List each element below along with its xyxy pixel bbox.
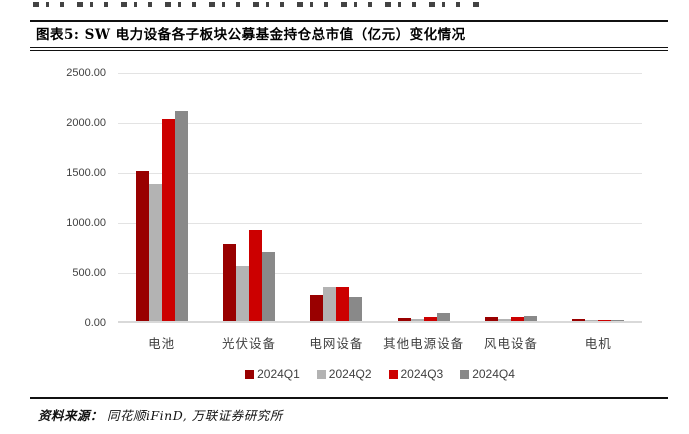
bar-group	[380, 73, 467, 321]
y-axis: 2500.00 2000.00 1500.00 1000.00 500.00 0.00	[0, 67, 106, 329]
legend-swatch	[460, 369, 470, 379]
bar	[148, 183, 162, 321]
legend: 2024Q1 2024Q2 2024Q3 2024Q4	[118, 367, 642, 381]
y-tick-label: 0.00	[84, 317, 106, 329]
bar	[248, 230, 262, 321]
grid-line	[118, 273, 642, 274]
bar	[349, 296, 363, 321]
legend-label: 2024Q2	[328, 367, 372, 381]
figure-title-band: 图表5: SW 电力设备各子板块公募基金持仓总市值（亿元）变化情况	[30, 20, 668, 51]
legend-item: 2024Q2	[316, 367, 372, 381]
bar	[598, 320, 612, 321]
legend-label: 2024Q3	[400, 367, 444, 381]
legend-item: 2024Q4	[460, 367, 515, 381]
footer-rule	[30, 397, 668, 399]
legend-label: 2024Q1	[257, 367, 300, 381]
plot-area	[118, 73, 642, 323]
x-category-label: 电机	[584, 336, 612, 351]
source-text: 同花顺iFinD, 万联证券研究所	[107, 408, 283, 423]
y-tick-label: 1500.00	[66, 167, 106, 179]
clipped-text-remnant	[33, 2, 485, 7]
bar	[585, 320, 599, 321]
bar	[323, 286, 337, 321]
y-tick-label: 500.00	[72, 267, 106, 279]
x-category-label: 电网设备	[309, 336, 364, 351]
y-tick-label: 1000.00	[66, 217, 106, 229]
bar	[484, 317, 498, 321]
x-category-label: 电池	[148, 336, 176, 351]
bar	[135, 171, 149, 321]
legend-swatch	[388, 369, 398, 379]
bar-group	[205, 73, 292, 321]
bar	[497, 319, 511, 321]
bar-group	[118, 73, 205, 321]
y-tick-label: 2500.00	[66, 67, 106, 79]
source-line: 资料来源： 同花顺iFinD, 万联证券研究所	[38, 405, 283, 424]
bar	[436, 313, 450, 321]
bar-groups	[118, 73, 642, 321]
bar	[611, 319, 625, 321]
bar	[523, 315, 537, 321]
figure-title: 图表5: SW 电力设备各子板块公募基金持仓总市值（亿元）变化情况	[36, 27, 466, 43]
x-category-label: 风电设备	[483, 336, 538, 351]
legend-swatch	[316, 369, 326, 379]
source-label: 资料来源：	[38, 408, 104, 423]
x-axis: 电池 光伏设备 电网设备 其他电源设备 风电设备 电机	[118, 333, 642, 352]
bar	[336, 287, 350, 321]
bar	[261, 252, 275, 321]
bar	[423, 316, 437, 321]
y-tick-label: 2000.00	[66, 117, 106, 129]
bar-group	[293, 73, 380, 321]
grid-line	[118, 123, 642, 124]
bar-group	[555, 73, 642, 321]
x-category-label: 光伏设备	[221, 336, 276, 351]
bar-group	[467, 73, 554, 321]
grid-line	[118, 173, 642, 174]
legend-item: 2024Q3	[388, 367, 444, 381]
bar	[310, 294, 324, 321]
x-category-label: 其他电源设备	[383, 336, 465, 351]
bar	[235, 266, 249, 321]
grid-line	[118, 73, 642, 74]
bar	[510, 317, 524, 321]
grid-line	[118, 223, 642, 224]
bar	[397, 318, 411, 321]
legend-item: 2024Q1	[245, 367, 300, 381]
bar	[161, 118, 175, 321]
bar	[410, 319, 424, 321]
bar	[572, 319, 586, 321]
bar	[222, 244, 236, 321]
legend-label: 2024Q4	[472, 367, 515, 381]
legend-swatch	[245, 369, 255, 379]
bar	[174, 111, 188, 321]
